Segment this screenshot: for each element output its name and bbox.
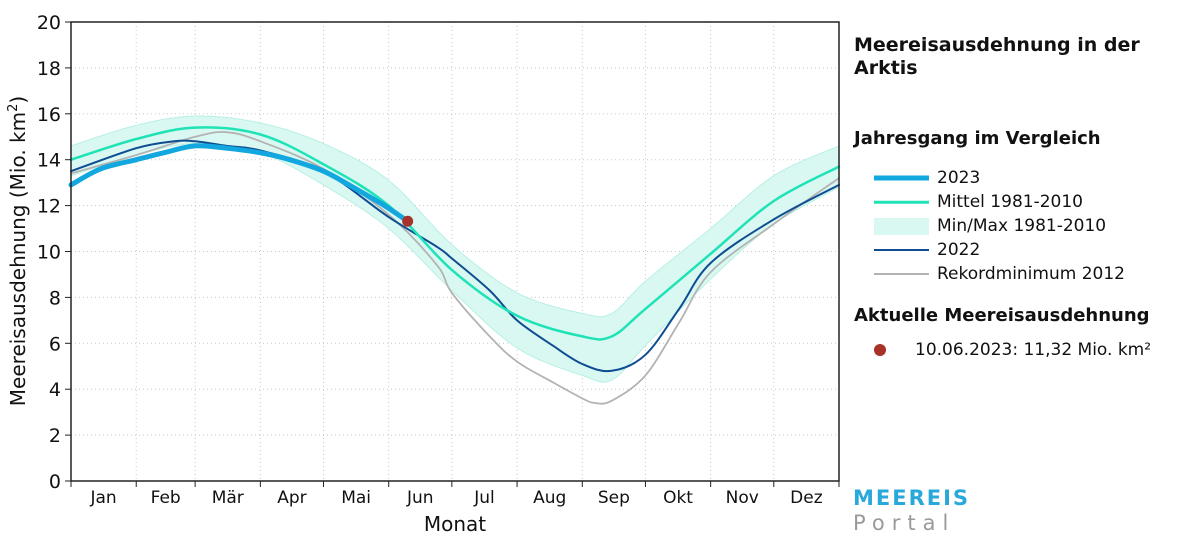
month-label: Aug <box>533 488 566 508</box>
y-tick-label: 16 <box>37 104 61 126</box>
month-label: Sep <box>598 488 630 508</box>
y-axis-title: Meereisausdehnung (Mio. km2) <box>6 96 30 406</box>
legend-swatch <box>874 217 929 235</box>
month-label: Mai <box>341 488 371 508</box>
legend-label: 2022 <box>937 240 981 260</box>
current-extent-heading: Aktuelle Meereisausdehnung <box>854 305 1150 326</box>
current-extent-entry: 10.06.2023: 11,32 Mio. km² <box>854 340 1151 360</box>
y-tick-label: 0 <box>49 471 61 493</box>
month-label: Jul <box>473 488 495 508</box>
legend-label: Rekordminimum 2012 <box>937 264 1125 284</box>
legend-item-y2022: 2022 <box>854 238 1194 262</box>
y-tick-label: 10 <box>37 242 61 264</box>
chart-title: Meereisausdehnung in der Arktis <box>854 34 1140 79</box>
x-axis-title: Monat <box>424 512 486 536</box>
legend: 2023 Mittel 1981-2010 Min/Max 1981-2010 202… <box>854 166 1194 286</box>
y-tick-label: 4 <box>49 379 61 401</box>
legend-swatch <box>874 171 929 185</box>
legend-item-y2023: 2023 <box>854 166 1194 190</box>
y-tick-label: 18 <box>37 58 61 80</box>
month-label: Dez <box>790 488 823 508</box>
current-extent-marker <box>874 344 886 356</box>
tick-layer: 0 2 4 6 8 10 12 14 16 18 20 Jan Feb Mär Apr Mai Jun Jul Au… <box>37 12 840 508</box>
legend-label: Min/Max 1981-2010 <box>937 216 1107 236</box>
logo-line-2: Portal <box>853 511 956 535</box>
legend-label: 2023 <box>937 168 981 188</box>
legend-item-record: Rekordminimum 2012 <box>854 262 1194 286</box>
legend-heading: Jahresgang im Vergleich <box>854 128 1101 149</box>
logo-line-1: MEEREIS <box>853 486 971 510</box>
month-label: Nov <box>726 488 759 508</box>
series-line-mean <box>69 126 841 341</box>
legend-swatch <box>874 195 929 209</box>
y-tick-label: 6 <box>49 333 61 355</box>
legend-item-minmax: Min/Max 1981-2010 <box>854 214 1194 238</box>
month-label: Jan <box>90 488 117 508</box>
month-label: Okt <box>663 488 693 508</box>
series-line-y2023 <box>68 143 411 224</box>
month-label: Jun <box>406 488 434 508</box>
month-label: Apr <box>277 488 306 508</box>
legend-label: Mittel 1981-2010 <box>937 192 1083 212</box>
legend-item-mean: Mittel 1981-2010 <box>854 190 1194 214</box>
y-tick-label: 20 <box>37 12 61 34</box>
month-label: Feb <box>151 488 181 508</box>
legend-swatch <box>874 267 929 281</box>
legend-swatch <box>874 243 929 257</box>
series-line-record <box>70 131 840 405</box>
sea-ice-chart: 0 2 4 6 8 10 12 14 16 18 20 Jan Feb Mär Apr Mai Jun Jul Au… <box>6 12 841 536</box>
month-label: Mär <box>212 488 244 508</box>
y-tick-label: 2 <box>49 425 61 447</box>
y-tick-label: 12 <box>37 196 61 218</box>
y-tick-label: 8 <box>49 287 61 309</box>
series-minmax-band <box>70 115 840 383</box>
series-line-y2022 <box>70 139 840 373</box>
meereisportal-logo: MEEREIS Portal <box>853 486 970 536</box>
side-panel: Meereisausdehnung in der Arktis Jahresga… <box>854 34 1194 360</box>
current-extent-point <box>402 215 414 227</box>
y-tick-label: 14 <box>37 150 61 172</box>
current-extent-value: 10.06.2023: 11,32 Mio. km² <box>915 340 1152 360</box>
